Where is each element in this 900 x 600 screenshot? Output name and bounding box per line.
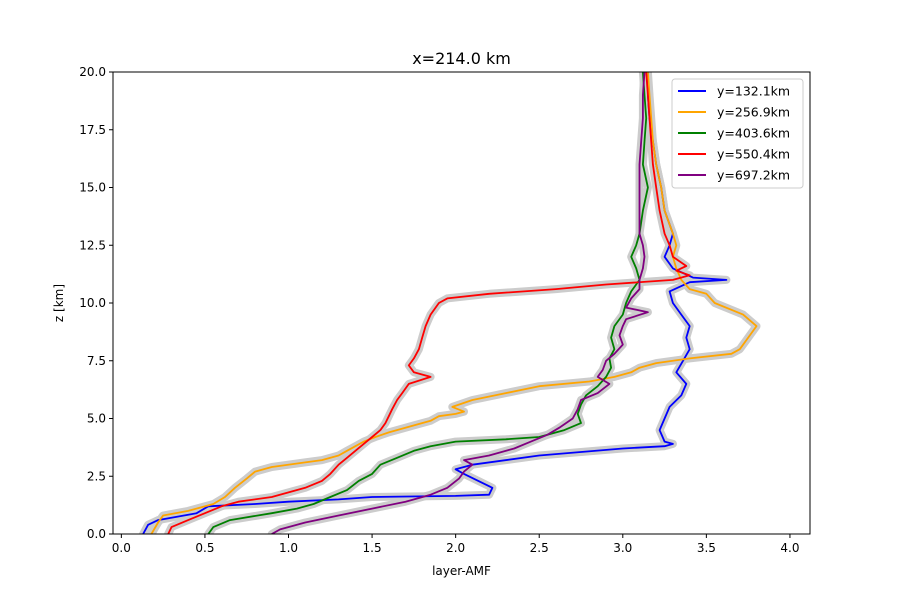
x-tick-label: 1.0 bbox=[279, 541, 298, 555]
legend-label-5: y=697.2km bbox=[717, 168, 790, 183]
legend: y=132.1km y=256.9km y=403.6km y=550.4km y=69… bbox=[671, 78, 804, 189]
x-tick-label: 3.0 bbox=[613, 541, 632, 555]
x-tick-label: 2.5 bbox=[530, 541, 549, 555]
series-line-1 bbox=[142, 72, 728, 534]
y-tick-label: 17.5 bbox=[79, 123, 106, 137]
x-axis: 0.0 0.5 1.0 1.5 2.0 2.5 3.0 3.5 4.0 bbox=[112, 534, 799, 555]
series-line-5 bbox=[271, 72, 649, 534]
y-tick-label: 20.0 bbox=[79, 65, 106, 79]
y-tick-label: 5.0 bbox=[87, 412, 106, 426]
y-tick-label: 10.0 bbox=[79, 296, 106, 310]
x-tick-label: 2.0 bbox=[446, 541, 465, 555]
legend-box bbox=[671, 78, 804, 189]
y-axis: 0.0 2.5 5.0 7.5 10.0 12.5 15.0 17.5 20.0 bbox=[79, 65, 113, 541]
x-tick-label: 4.0 bbox=[780, 541, 799, 555]
y-tick-label: 0.0 bbox=[87, 527, 106, 541]
plot-area bbox=[139, 72, 761, 534]
y-tick-label: 15.0 bbox=[79, 181, 106, 195]
y-tick-label: 12.5 bbox=[79, 238, 106, 252]
y-tick-label: 7.5 bbox=[87, 354, 106, 368]
x-tick-label: 3.5 bbox=[697, 541, 716, 555]
legend-label-3: y=403.6km bbox=[717, 126, 790, 141]
legend-label-2: y=256.9km bbox=[717, 105, 790, 120]
legend-label-1: y=132.1km bbox=[717, 84, 790, 99]
series-line-2 bbox=[150, 72, 758, 534]
series-line-4 bbox=[167, 72, 691, 534]
y-tick-label: 2.5 bbox=[87, 469, 106, 483]
x-tick-label: 0.5 bbox=[195, 541, 214, 555]
x-tick-label: 0.0 bbox=[112, 541, 131, 555]
x-tick-label: 1.5 bbox=[363, 541, 382, 555]
legend-label-4: y=550.4km bbox=[717, 147, 790, 162]
y-axis-label: z [km] bbox=[52, 284, 66, 322]
chart-title: x=214.0 km bbox=[412, 49, 511, 68]
series-line-3 bbox=[207, 72, 649, 534]
x-axis-label: layer-AMF bbox=[432, 564, 491, 578]
